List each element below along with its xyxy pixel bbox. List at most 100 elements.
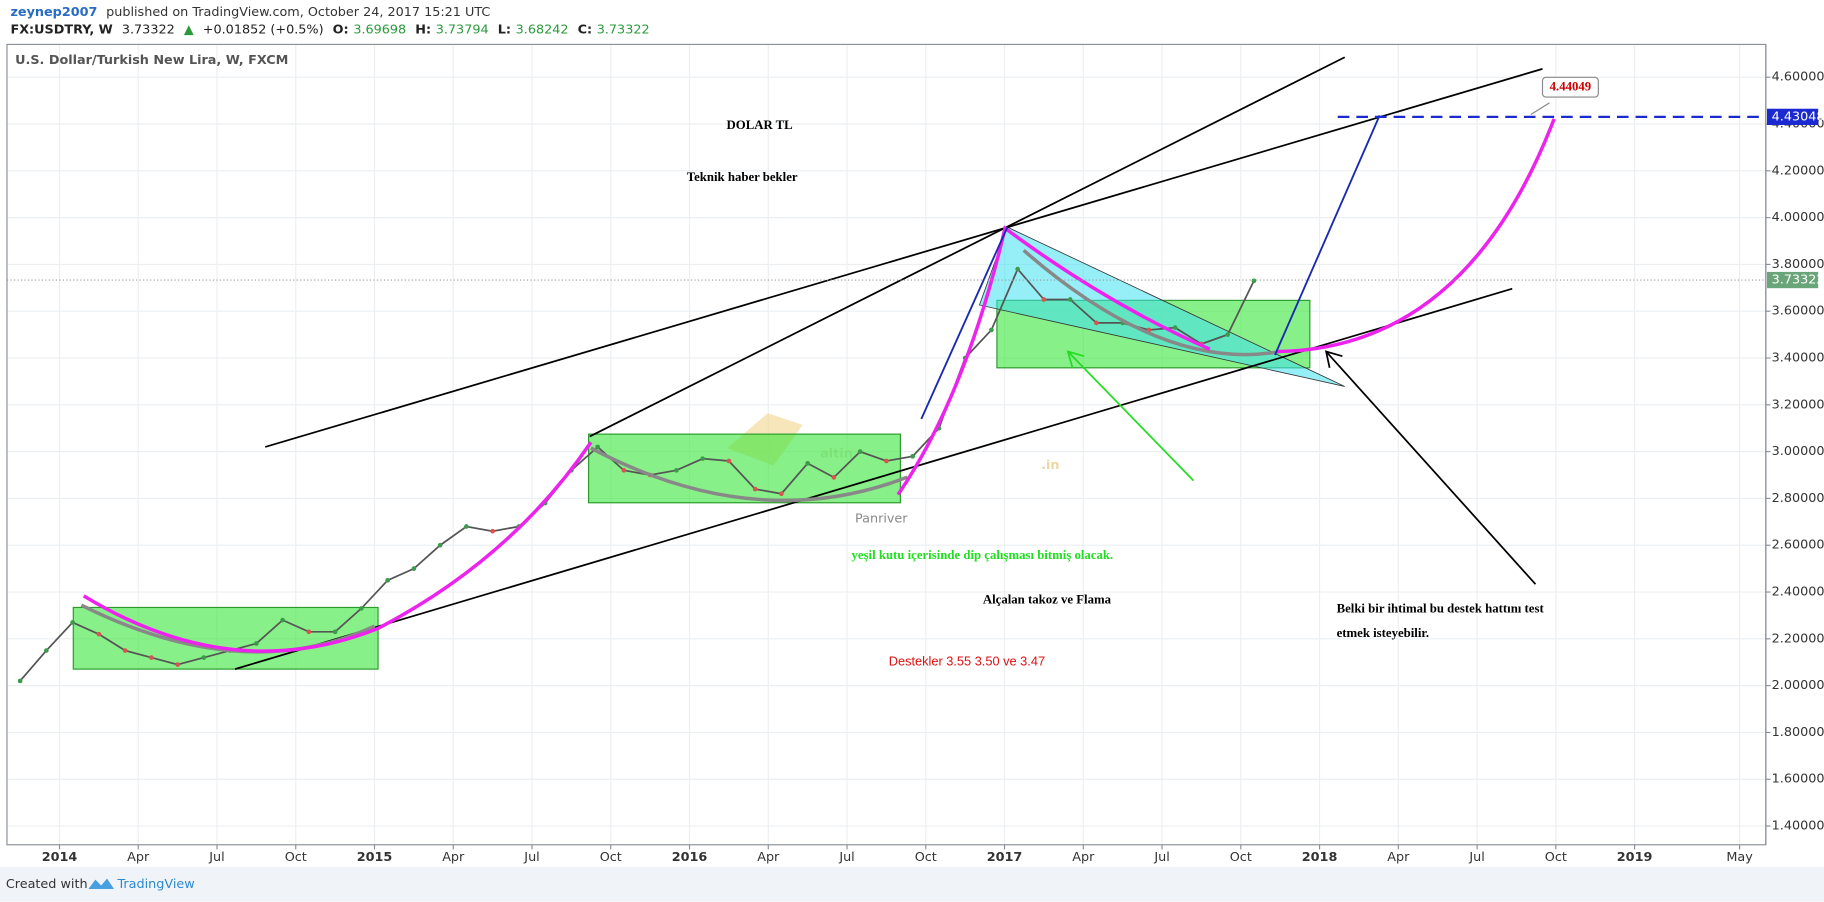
price-point: [17, 678, 23, 684]
note-line: Belki bir ihtimal bu destek hattını test: [1337, 602, 1545, 616]
author[interactable]: zeynep2007: [10, 4, 97, 19]
x-tick-label: May: [1726, 850, 1753, 865]
close-label: C:: [578, 22, 593, 37]
x-tick-label: 2017: [987, 850, 1023, 865]
trend-line: [264, 68, 1543, 448]
projection-line: [1274, 115, 1381, 356]
price-point: [674, 468, 679, 473]
y-tick-label: 4.00000: [1772, 210, 1824, 225]
base-curve: [590, 446, 908, 503]
x-tick-label: Oct: [600, 850, 622, 865]
black-arrow-head: [1324, 350, 1343, 369]
magenta-curve: [1277, 118, 1556, 354]
price-point: [621, 468, 627, 473]
price-point: [122, 648, 128, 653]
y-tick-label: 1.60000: [1772, 772, 1824, 787]
price-point: [96, 631, 102, 637]
green-box: [588, 433, 901, 504]
last-price-tag: [1767, 271, 1819, 289]
price-point: [70, 620, 75, 625]
watermark-sub: Panriver: [855, 512, 908, 527]
x-tick-label: Oct: [1230, 850, 1252, 865]
change: +0.01852 (+0.5%): [203, 22, 324, 37]
price-point: [752, 486, 758, 492]
y-tick-label: 4.20000: [1772, 163, 1824, 178]
y-tick-label: 3.20000: [1772, 397, 1824, 412]
y-tick-label: 3.00000: [1772, 444, 1824, 459]
x-tick-label: Jul: [838, 850, 854, 865]
price-point: [411, 566, 417, 571]
price-point: [1067, 297, 1073, 302]
y-tick-label: 2.20000: [1772, 631, 1824, 646]
pennant: [978, 226, 1345, 387]
green-note: yeşil kutu içerisinde dip çalışması bitm…: [852, 548, 1114, 562]
heading: DOLAR TL: [727, 118, 793, 132]
green-arrow-head: [1066, 350, 1085, 369]
price-point: [437, 542, 443, 548]
last-price-label: 3.73322: [1772, 273, 1824, 288]
supports-note: Destekler 3.55 3.50 ve 3.47: [889, 654, 1045, 669]
projection-line: [920, 226, 1009, 420]
callout-box: [1541, 76, 1599, 98]
low-label: L:: [498, 22, 511, 37]
price-point: [1015, 266, 1020, 272]
footer-created: Created with: [6, 877, 88, 892]
high-label: H:: [415, 22, 431, 37]
target-tag: [1767, 108, 1819, 126]
y-tick-label: 1.80000: [1772, 725, 1824, 740]
price-point: [700, 456, 705, 461]
price-point: [332, 629, 338, 635]
x-tick-label: 2015: [357, 850, 393, 865]
x-tick-label: 2019: [1617, 850, 1653, 865]
magenta-curve: [896, 225, 1211, 496]
x-tick-label: Jul: [523, 850, 539, 865]
x-tick-label: Oct: [915, 850, 937, 865]
x-tick-label: Apr: [757, 850, 780, 865]
y-tick-label: 2.40000: [1772, 585, 1824, 600]
green-arrow: [1067, 350, 1195, 482]
x-tick-label: Oct: [1545, 850, 1567, 865]
x-tick-label: Apr: [1072, 850, 1095, 865]
price-point: [779, 491, 784, 497]
price-point: [595, 444, 600, 450]
price-point: [857, 449, 863, 454]
footer-brand[interactable]: TradingView: [116, 877, 194, 892]
low: 3.68242: [516, 22, 569, 37]
y-tick-label: 1.40000: [1772, 819, 1824, 834]
price-point: [201, 655, 207, 660]
magenta-curve: [82, 441, 593, 653]
price-point: [805, 460, 810, 466]
price-point: [1251, 278, 1257, 284]
black-arrow: [1325, 350, 1537, 585]
price-point: [910, 453, 915, 459]
price-point: [254, 641, 259, 646]
y-tick-label: 3.60000: [1772, 304, 1824, 319]
footer-band: [0, 866, 1824, 902]
callout-label: 4.44049: [1550, 80, 1592, 94]
price: 3.73322: [122, 22, 175, 37]
x-tick-label: Oct: [285, 850, 307, 865]
chart-title: U.S. Dollar/Turkish New Lira, W, FXCM: [15, 53, 288, 68]
price-point: [726, 458, 732, 464]
x-tick-label: 2016: [672, 850, 708, 865]
x-tick-label: Apr: [442, 850, 465, 865]
open: 3.69698: [353, 22, 406, 37]
price-point: [831, 475, 837, 480]
y-tick-label: 3.40000: [1772, 351, 1824, 366]
pattern-note: Alçalan takoz ve Flama: [983, 592, 1112, 606]
x-tick-label: Jul: [208, 850, 224, 865]
price-point: [989, 327, 994, 333]
header-line2: FX:USDTRY, W 3.73322 ▲ +0.01852 (+0.5%) …: [10, 22, 649, 37]
price-point: [149, 655, 154, 660]
price-point: [359, 606, 364, 611]
levels: 3.73322 4.43048 4.44049: [6, 76, 1824, 289]
subheading: Teknik haber bekler: [687, 170, 798, 184]
x-tick-label: Jul: [1153, 850, 1169, 865]
base-curve: [1022, 249, 1280, 357]
x-tick-label: Apr: [127, 850, 150, 865]
price-point: [44, 648, 49, 653]
x-tick-label: Apr: [1387, 850, 1410, 865]
x-tick-label: Jul: [1468, 850, 1484, 865]
y-tick-label: 2.60000: [1772, 538, 1824, 553]
